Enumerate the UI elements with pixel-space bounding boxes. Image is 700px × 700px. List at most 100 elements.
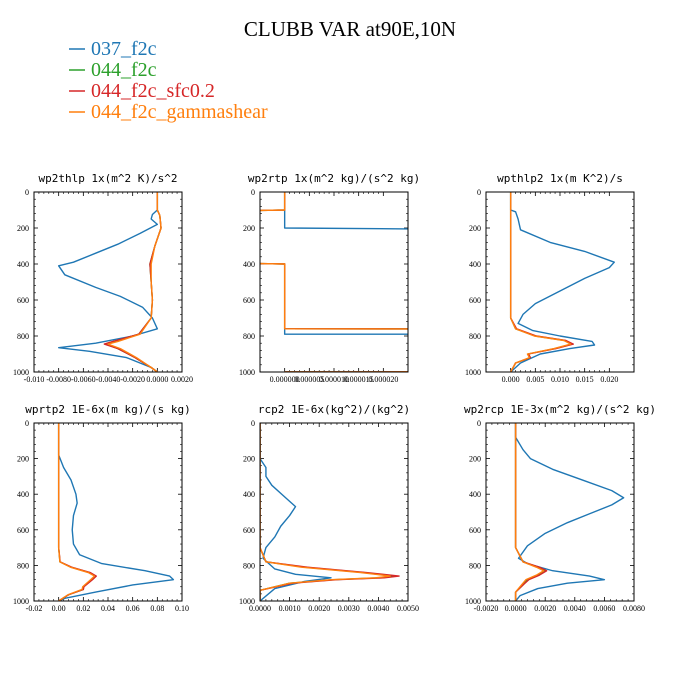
y-tick-label: 0 — [25, 419, 29, 428]
panels-grid: wp2thlp 1x(m^2 K)/s^2 -0.010 -0.0080 -0.006… — [13, 172, 656, 613]
legend-label: 037_f2c — [91, 38, 157, 60]
y-tick-label: 400 — [469, 490, 481, 499]
x-tick-label: 0.000015 — [344, 375, 374, 384]
chart-panel: wp2rtp 1x(m^2 kg)/(s^2 kg)0.0000000.0000… — [239, 172, 420, 384]
y-tick-label: 800 — [469, 332, 481, 341]
series-group — [260, 423, 400, 601]
series-group — [509, 192, 615, 372]
chart-title: CLUBB VAR at90E,10N — [244, 17, 456, 41]
x-tick-label: -0.0060 — [71, 375, 96, 384]
series-line — [107, 192, 162, 372]
plot-frame — [485, 422, 635, 602]
series-line — [514, 423, 625, 601]
y-tick-label: 600 — [243, 526, 255, 535]
chart-panel: rcp2 1E-6x(kg^2)/(kg^2) 0.0000 0.0010 0.002… — [239, 403, 419, 613]
x-tick-label: 0.02 — [76, 604, 90, 613]
y-tick-label: 0 — [25, 188, 29, 197]
y-tick-label: 800 — [243, 561, 255, 570]
y-tick-label: 800 — [469, 561, 481, 570]
x-tick-label: 0.000005 — [294, 375, 324, 384]
plot-frame — [259, 422, 409, 602]
y-tick-label: 1000 — [13, 597, 29, 606]
y-tick-label: 600 — [17, 296, 29, 305]
y-tick-label: 1000 — [465, 368, 481, 377]
series-line — [57, 192, 159, 372]
panel-title: wprtp2 1E-6x(m kg)/(s kg) — [25, 403, 191, 416]
panel-title: wp2rtp 1x(m^2 kg)/(s^2 kg) — [248, 172, 420, 185]
series-line — [514, 423, 545, 601]
x-tick-label: -0.02 — [26, 604, 43, 613]
series-group — [57, 192, 162, 372]
series-line — [260, 192, 408, 372]
series-group — [260, 192, 408, 372]
series-group — [57, 423, 175, 601]
y-tick-label: 200 — [17, 455, 29, 464]
y-tick-label: 200 — [243, 455, 255, 464]
y-tick-label: 200 — [469, 224, 481, 233]
legend: 037_f2c 044_f2c 044_f2c_sfc0.2 044_f2c_g… — [69, 38, 268, 123]
y-tick-label: 600 — [243, 296, 255, 305]
x-tick-label: 0.08 — [150, 604, 164, 613]
x-tick-label: -0.0020 — [474, 604, 499, 613]
y-tick-label: 0 — [477, 188, 481, 197]
chart-panel: wp2thlp 1x(m^2 K)/s^2 -0.010 -0.0080 -0.006… — [13, 172, 193, 384]
x-tick-label: 0.0080 — [623, 604, 645, 613]
x-tick-label: 0.0020 — [534, 604, 556, 613]
x-tick-label: -0.0020 — [120, 375, 145, 384]
y-tick-label: 0 — [477, 419, 481, 428]
series-line — [57, 423, 96, 601]
y-tick-label: 600 — [469, 296, 481, 305]
legend-item: 037_f2c — [69, 38, 157, 60]
plot-frame — [33, 191, 183, 373]
y-tick-label: 800 — [243, 332, 255, 341]
x-tick-label: 0.010 — [551, 375, 569, 384]
x-tick-label: 0.0000 — [505, 604, 527, 613]
legend-item: 044_f2c_sfc0.2 — [69, 80, 215, 102]
y-tick-label: 400 — [17, 490, 29, 499]
x-tick-label: 0.0040 — [367, 604, 389, 613]
y-tick-label: 600 — [469, 526, 481, 535]
y-tick-label: 1000 — [13, 368, 29, 377]
panel-title: wp2thlp 1x(m^2 K)/s^2 — [38, 172, 177, 185]
x-tick-label: 0.06 — [126, 604, 140, 613]
plot-frame — [33, 422, 183, 602]
y-tick-label: 400 — [17, 260, 29, 269]
legend-label: 044_f2c_gammashear — [91, 101, 268, 123]
x-tick-label: 0.015 — [576, 375, 594, 384]
x-tick-label: 0.000020 — [368, 375, 398, 384]
plot-frame — [259, 191, 409, 373]
series-line — [57, 423, 175, 601]
x-tick-label: 0.005 — [526, 375, 544, 384]
x-tick-label: 0.0020 — [171, 375, 193, 384]
y-tick-label: 400 — [243, 490, 255, 499]
panel-title: wpthlp2 1x(m K^2)/s — [497, 172, 623, 185]
x-tick-label: 0.000000 — [270, 375, 300, 384]
x-tick-label: 0.0030 — [338, 604, 360, 613]
series-line — [509, 192, 615, 372]
x-tick-label: 0.00 — [52, 604, 66, 613]
y-tick-label: 600 — [17, 526, 29, 535]
chart-panel: wpthlp2 1x(m K^2)/s 0.000 0.005 0.010 0.015 0… — [465, 172, 635, 384]
legend-label: 044_f2c_sfc0.2 — [91, 80, 215, 102]
x-tick-label: -0.0040 — [96, 375, 121, 384]
legend-label: 044_f2c — [91, 59, 157, 81]
y-tick-label: 0 — [251, 419, 255, 428]
x-tick-label: 0.04 — [101, 604, 115, 613]
y-tick-label: 800 — [17, 332, 29, 341]
y-tick-label: 200 — [469, 455, 481, 464]
y-tick-label: 1000 — [239, 368, 255, 377]
panel-title: wp2rcp 1E-3x(m^2 kg)/(s^2 kg) — [464, 403, 656, 416]
plot-frame — [485, 191, 635, 373]
x-tick-label: 0.0000 — [249, 604, 271, 613]
x-tick-label: 0.000010 — [319, 375, 349, 384]
x-tick-label: 0.0040 — [564, 604, 586, 613]
series-group — [514, 423, 625, 601]
x-tick-label: 0.0060 — [593, 604, 615, 613]
y-tick-label: 1000 — [465, 597, 481, 606]
x-tick-label: 0.0020 — [308, 604, 330, 613]
y-tick-label: 200 — [17, 224, 29, 233]
x-tick-label: 0.0050 — [397, 604, 419, 613]
y-tick-label: 200 — [243, 224, 255, 233]
